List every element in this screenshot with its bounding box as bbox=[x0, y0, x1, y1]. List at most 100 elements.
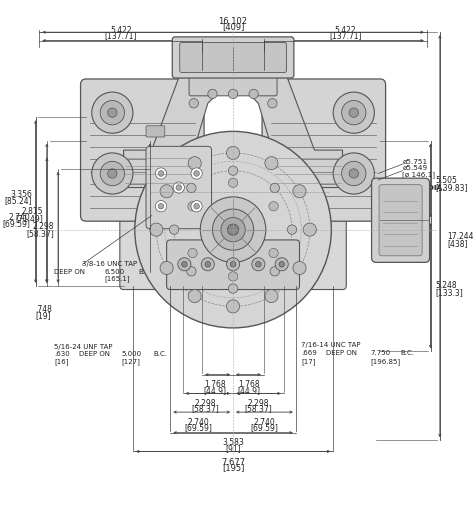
Text: 7.750: 7.750 bbox=[371, 350, 391, 356]
Text: [44.9]: [44.9] bbox=[237, 386, 261, 395]
Circle shape bbox=[160, 262, 173, 275]
Circle shape bbox=[108, 169, 117, 178]
FancyBboxPatch shape bbox=[372, 178, 429, 263]
Circle shape bbox=[227, 300, 240, 313]
Text: DEEP ON: DEEP ON bbox=[79, 351, 109, 357]
Text: [91]: [91] bbox=[225, 444, 241, 453]
Circle shape bbox=[100, 101, 125, 125]
Circle shape bbox=[230, 262, 236, 267]
Text: [58.37]: [58.37] bbox=[245, 405, 272, 414]
Circle shape bbox=[150, 223, 163, 236]
Text: 2.740: 2.740 bbox=[8, 213, 30, 222]
Circle shape bbox=[333, 153, 374, 194]
Circle shape bbox=[287, 225, 297, 234]
Text: 17.244: 17.244 bbox=[447, 232, 474, 241]
Circle shape bbox=[349, 169, 358, 178]
Circle shape bbox=[269, 202, 278, 211]
Text: 45°: 45° bbox=[248, 258, 261, 267]
FancyBboxPatch shape bbox=[172, 37, 294, 78]
Text: B.C.: B.C. bbox=[401, 350, 415, 356]
FancyBboxPatch shape bbox=[180, 43, 286, 72]
Text: 3.583: 3.583 bbox=[222, 438, 244, 448]
Text: [71.49]: [71.49] bbox=[15, 214, 43, 223]
Text: ø5.549: ø5.549 bbox=[402, 165, 428, 171]
Circle shape bbox=[293, 262, 306, 275]
Text: [195]: [195] bbox=[222, 464, 244, 473]
Text: [19]: [19] bbox=[36, 311, 51, 320]
Circle shape bbox=[158, 203, 164, 209]
Text: 30°: 30° bbox=[198, 166, 212, 175]
Circle shape bbox=[188, 290, 201, 303]
Text: [17]: [17] bbox=[301, 358, 316, 365]
Text: 6.500: 6.500 bbox=[105, 269, 125, 275]
Text: 1.768: 1.768 bbox=[208, 47, 228, 53]
Circle shape bbox=[194, 171, 200, 176]
FancyBboxPatch shape bbox=[81, 79, 204, 221]
Text: [44.9]: [44.9] bbox=[155, 227, 177, 236]
Circle shape bbox=[228, 284, 238, 293]
Text: 5.422: 5.422 bbox=[335, 26, 356, 35]
Text: [41.27]: [41.27] bbox=[205, 58, 230, 65]
Text: DEEP ON: DEEP ON bbox=[55, 269, 85, 275]
Text: [69.59]: [69.59] bbox=[250, 424, 278, 432]
Text: [44.9]: [44.9] bbox=[238, 50, 259, 56]
Circle shape bbox=[279, 262, 284, 267]
Text: 1.768: 1.768 bbox=[155, 220, 176, 229]
Circle shape bbox=[176, 185, 182, 190]
Circle shape bbox=[100, 162, 125, 185]
Text: 5.505: 5.505 bbox=[435, 177, 457, 185]
Text: ø5.751: ø5.751 bbox=[402, 158, 428, 164]
FancyBboxPatch shape bbox=[146, 146, 211, 229]
Text: [133.3]: [133.3] bbox=[435, 288, 463, 297]
Text: [44.9]: [44.9] bbox=[155, 157, 177, 166]
Text: 3/8-16 UNC TAP: 3/8-16 UNC TAP bbox=[82, 261, 137, 267]
Circle shape bbox=[293, 185, 306, 198]
FancyBboxPatch shape bbox=[120, 146, 346, 290]
Circle shape bbox=[191, 201, 202, 212]
Text: 45°: 45° bbox=[203, 258, 217, 267]
FancyBboxPatch shape bbox=[379, 185, 422, 256]
Text: 7/16-14 UNC TAP: 7/16-14 UNC TAP bbox=[301, 342, 361, 348]
Circle shape bbox=[187, 267, 196, 276]
Text: .669: .669 bbox=[301, 350, 317, 356]
Text: [69.59]: [69.59] bbox=[184, 424, 212, 432]
Circle shape bbox=[349, 108, 358, 117]
FancyBboxPatch shape bbox=[146, 126, 165, 137]
Circle shape bbox=[188, 202, 197, 211]
Circle shape bbox=[275, 258, 288, 271]
Text: 16.102: 16.102 bbox=[219, 17, 247, 26]
Text: [49.21]: [49.21] bbox=[205, 41, 230, 48]
Circle shape bbox=[228, 224, 239, 235]
Circle shape bbox=[92, 92, 133, 133]
Circle shape bbox=[155, 201, 167, 212]
Circle shape bbox=[155, 168, 167, 179]
Text: [196.85]: [196.85] bbox=[371, 358, 401, 365]
Text: 1.625: 1.625 bbox=[208, 55, 228, 61]
Circle shape bbox=[228, 272, 238, 281]
Text: 5.248: 5.248 bbox=[435, 281, 457, 290]
Circle shape bbox=[188, 249, 197, 258]
Text: 30°: 30° bbox=[234, 166, 247, 175]
Circle shape bbox=[108, 108, 117, 117]
Text: 2.298: 2.298 bbox=[33, 222, 55, 231]
Circle shape bbox=[169, 225, 179, 234]
Circle shape bbox=[191, 168, 202, 179]
Text: 2.298: 2.298 bbox=[194, 399, 216, 408]
Text: [165.1]: [165.1] bbox=[105, 275, 130, 282]
Circle shape bbox=[333, 92, 374, 133]
Circle shape bbox=[212, 209, 254, 250]
Circle shape bbox=[201, 197, 266, 263]
Text: [409]: [409] bbox=[222, 22, 244, 31]
Text: 5.000: 5.000 bbox=[122, 351, 142, 357]
Text: [137.71]: [137.71] bbox=[329, 31, 362, 40]
FancyBboxPatch shape bbox=[189, 69, 277, 96]
Circle shape bbox=[221, 217, 245, 242]
Circle shape bbox=[342, 162, 366, 185]
Text: 2.740: 2.740 bbox=[188, 418, 210, 427]
Circle shape bbox=[265, 290, 278, 303]
Circle shape bbox=[92, 153, 133, 194]
Circle shape bbox=[201, 258, 214, 271]
Text: .630: .630 bbox=[55, 351, 70, 357]
Circle shape bbox=[227, 146, 240, 159]
Text: B.C.: B.C. bbox=[154, 351, 167, 357]
